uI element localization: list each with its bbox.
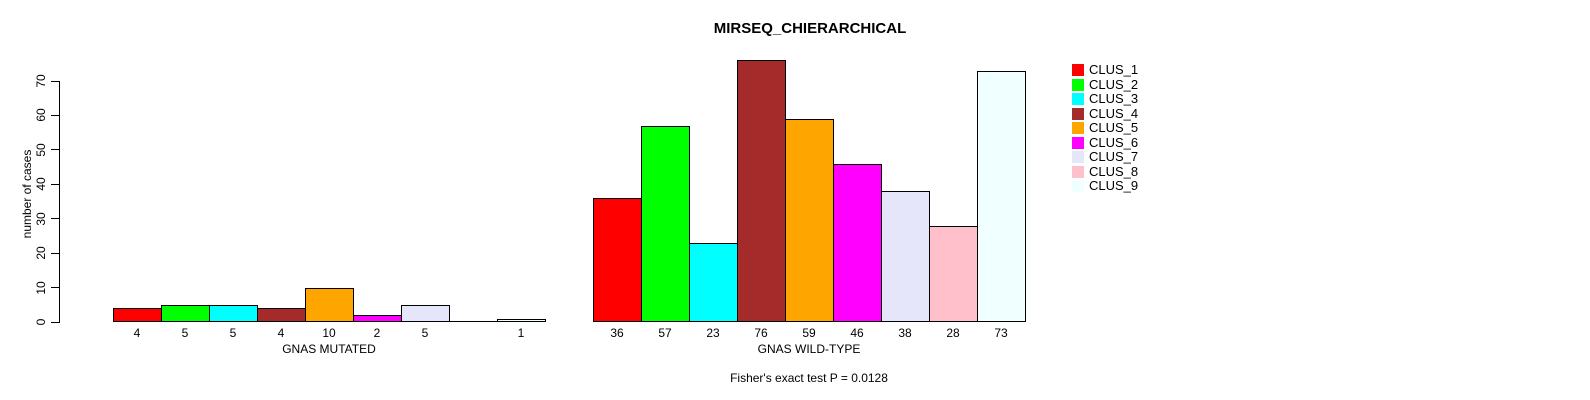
- legend-swatch-CLUS_6: [1072, 136, 1084, 149]
- bar-value-label: 36: [610, 326, 624, 340]
- bar-value-label: 1: [517, 326, 525, 340]
- bar-CLUS_8: [929, 225, 978, 322]
- bar-value-label: 76: [754, 326, 768, 340]
- y-axis-tick-label: 20: [34, 246, 48, 260]
- legend-swatch-CLUS_2: [1072, 78, 1084, 91]
- legend-label-CLUS_3: CLUS_3: [1089, 91, 1139, 106]
- y-axis-tick: [51, 183, 59, 185]
- y-axis-tick-label: 70: [34, 74, 48, 88]
- y-axis-tick-label: 10: [34, 280, 48, 295]
- y-axis-tick: [51, 218, 59, 220]
- legend-swatch-CLUS_4: [1072, 107, 1084, 120]
- bar-value-label: 4: [133, 326, 141, 340]
- y-axis-tick: [51, 80, 59, 82]
- bar-CLUS_1: [593, 198, 642, 322]
- bar-value-label: 38: [898, 326, 912, 340]
- legend-swatch-CLUS_1: [1072, 64, 1084, 76]
- legend-swatch-CLUS_5: [1072, 122, 1084, 134]
- y-axis-line: [59, 81, 60, 323]
- y-axis-tick-label: 30: [34, 212, 48, 226]
- y-axis-tick: [51, 252, 59, 254]
- y-axis-tick-label: 60: [34, 108, 48, 123]
- bar-CLUS_6: [353, 315, 402, 322]
- y-axis-tick: [51, 287, 59, 289]
- y-axis-tick: [51, 149, 59, 151]
- legend-label-CLUS_5: CLUS_5: [1089, 120, 1139, 135]
- legend-label-CLUS_9: CLUS_9: [1089, 178, 1139, 193]
- bar-CLUS_4: [257, 308, 306, 322]
- bar-value-label: 23: [706, 326, 720, 340]
- x-axis-group-label: GNAS MUTATED: [282, 342, 376, 356]
- bar-value-label: 5: [181, 326, 189, 340]
- bar-value-label: 4: [277, 326, 285, 340]
- bar-value-label: 10: [322, 326, 336, 340]
- legend-label-CLUS_1: CLUS_1: [1089, 62, 1139, 77]
- bar-CLUS_1: [113, 308, 162, 322]
- bar-value-label: 2: [373, 326, 381, 340]
- y-axis-tick: [51, 321, 59, 323]
- bar-CLUS_7: [401, 304, 450, 322]
- bar-CLUS_4: [737, 60, 786, 322]
- legend-label-CLUS_6: CLUS_6: [1089, 134, 1139, 150]
- bar-value-label: 5: [229, 326, 237, 340]
- bar-CLUS_5: [305, 287, 354, 322]
- legend-label-CLUS_4: CLUS_4: [1089, 105, 1139, 121]
- bar-CLUS_5: [785, 118, 834, 322]
- y-axis-label: number of cases: [20, 149, 34, 239]
- y-axis-tick-label: 40: [34, 177, 48, 191]
- bar-value-label: 28: [946, 326, 960, 340]
- legend-label-CLUS_8: CLUS_8: [1089, 163, 1139, 179]
- bar-value-label: 5: [421, 326, 429, 340]
- legend-swatch-CLUS_8: [1072, 165, 1084, 178]
- y-axis-tick-label: 0: [34, 318, 48, 326]
- y-axis-tick-label: 50: [34, 143, 48, 157]
- bar-CLUS_6: [833, 163, 882, 322]
- bar-CLUS_3: [689, 242, 738, 322]
- legend-label-CLUS_7: CLUS_7: [1089, 149, 1139, 164]
- legend-swatch-CLUS_9: [1072, 180, 1084, 192]
- bar-value-label: 73: [994, 326, 1008, 340]
- x-axis-group-label: GNAS WILD-TYPE: [757, 342, 861, 356]
- bar-value-label: 59: [802, 326, 816, 340]
- bar-value-label: 46: [850, 326, 864, 340]
- legend-swatch-CLUS_3: [1072, 93, 1084, 105]
- bar-CLUS_8-zero: [449, 321, 498, 322]
- footnote-fisher-test: Fisher's exact test P = 0.0128: [730, 371, 888, 385]
- legend-swatch-CLUS_7: [1072, 151, 1084, 163]
- y-axis-tick: [51, 114, 59, 116]
- bar-CLUS_9: [977, 70, 1026, 322]
- bar-CLUS_3: [209, 304, 258, 322]
- chart-title: MIRSEQ_CHIERARCHICAL: [713, 20, 907, 37]
- bar-value-label: 57: [658, 326, 672, 340]
- bar-CLUS_7: [881, 191, 930, 322]
- bar-CLUS_9: [497, 318, 546, 322]
- bar-CLUS_2: [641, 125, 690, 322]
- bar-CLUS_2: [161, 304, 210, 322]
- legend-label-CLUS_2: CLUS_2: [1089, 76, 1139, 92]
